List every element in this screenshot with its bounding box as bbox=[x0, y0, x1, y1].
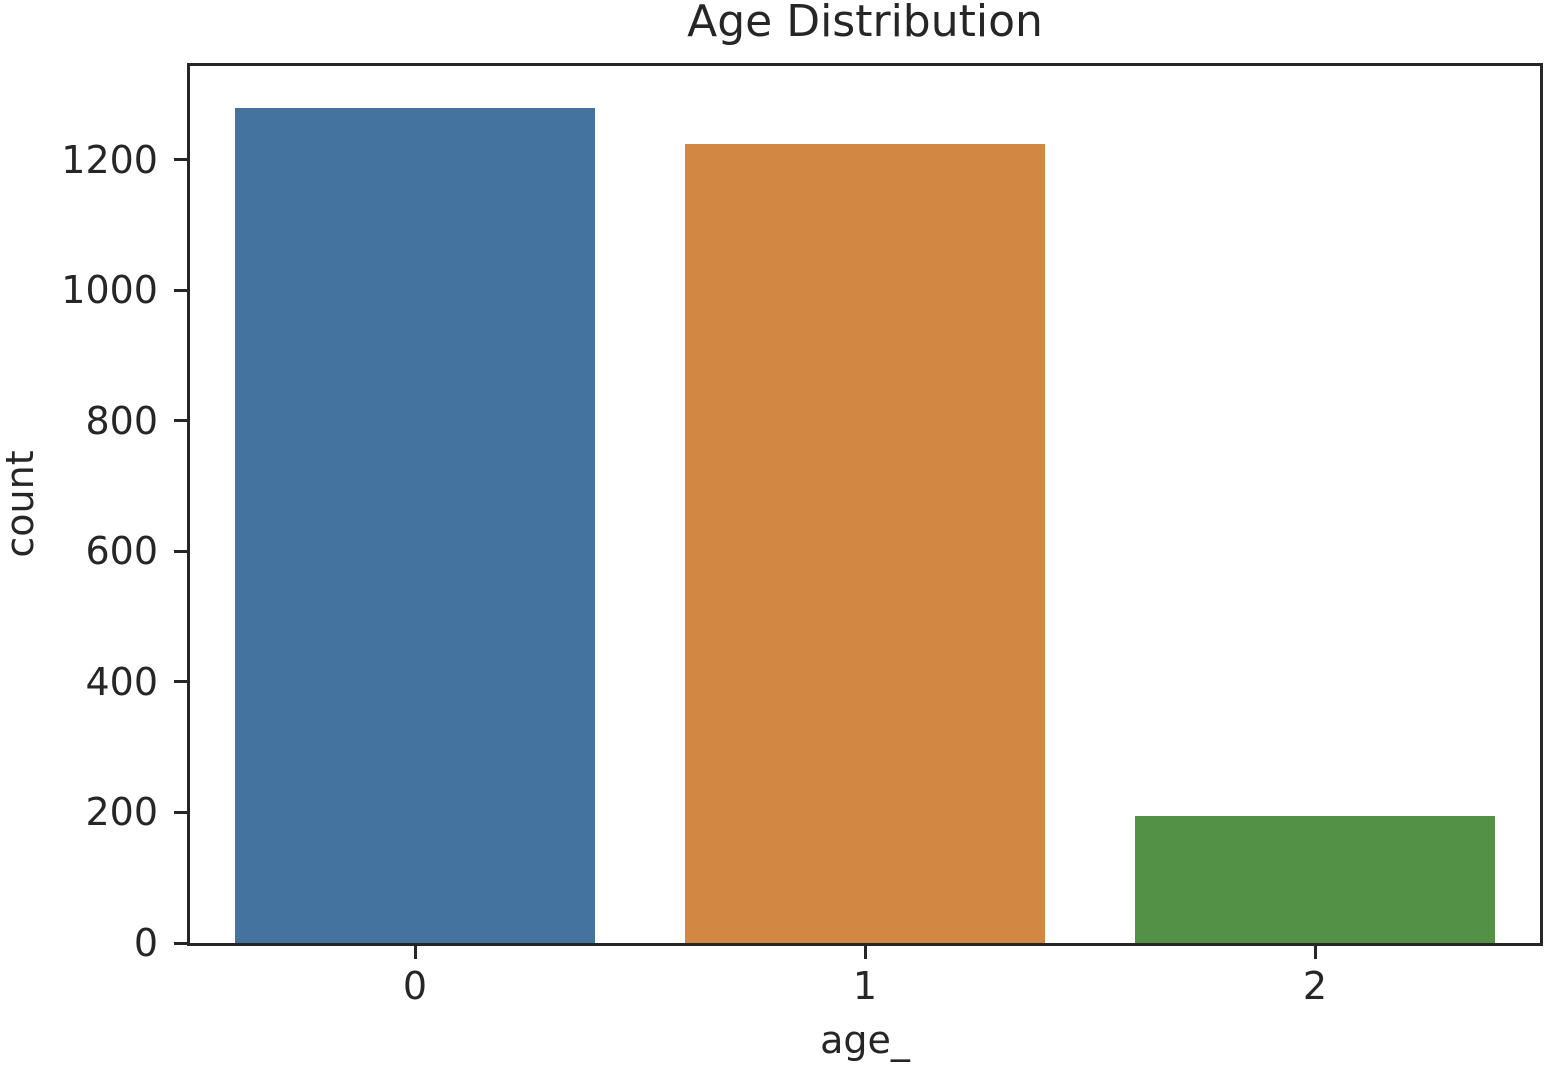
y-tick-mark bbox=[174, 549, 187, 553]
y-tick-label: 800 bbox=[85, 398, 158, 443]
plot-area bbox=[187, 63, 1543, 946]
x-axis-label: age_ bbox=[820, 1018, 910, 1062]
y-tick-mark bbox=[174, 810, 187, 814]
x-tick-mark bbox=[413, 946, 417, 959]
x-tick-label: 2 bbox=[1302, 964, 1328, 1008]
bar-age-2 bbox=[1135, 815, 1495, 943]
bar-age-1 bbox=[685, 143, 1045, 943]
chart-title: Age Distribution bbox=[687, 0, 1043, 47]
y-tick-mark bbox=[174, 288, 187, 292]
y-tick-label: 200 bbox=[85, 790, 158, 835]
x-tick-mark bbox=[863, 946, 867, 959]
y-tick-mark bbox=[174, 419, 187, 423]
y-tick-label: 400 bbox=[85, 659, 158, 704]
x-tick-label: 0 bbox=[402, 964, 428, 1008]
y-tick-mark bbox=[174, 158, 187, 162]
y-tick-label: 1000 bbox=[61, 268, 158, 313]
x-tick-mark bbox=[1313, 946, 1317, 959]
bar-age-0 bbox=[235, 107, 595, 943]
y-tick-label: 600 bbox=[85, 529, 158, 574]
x-tick-label: 1 bbox=[852, 964, 878, 1008]
y-tick-mark bbox=[174, 680, 187, 684]
y-tick-mark bbox=[174, 941, 187, 945]
y-tick-label: 1200 bbox=[61, 137, 158, 182]
y-tick-label: 0 bbox=[133, 921, 158, 965]
